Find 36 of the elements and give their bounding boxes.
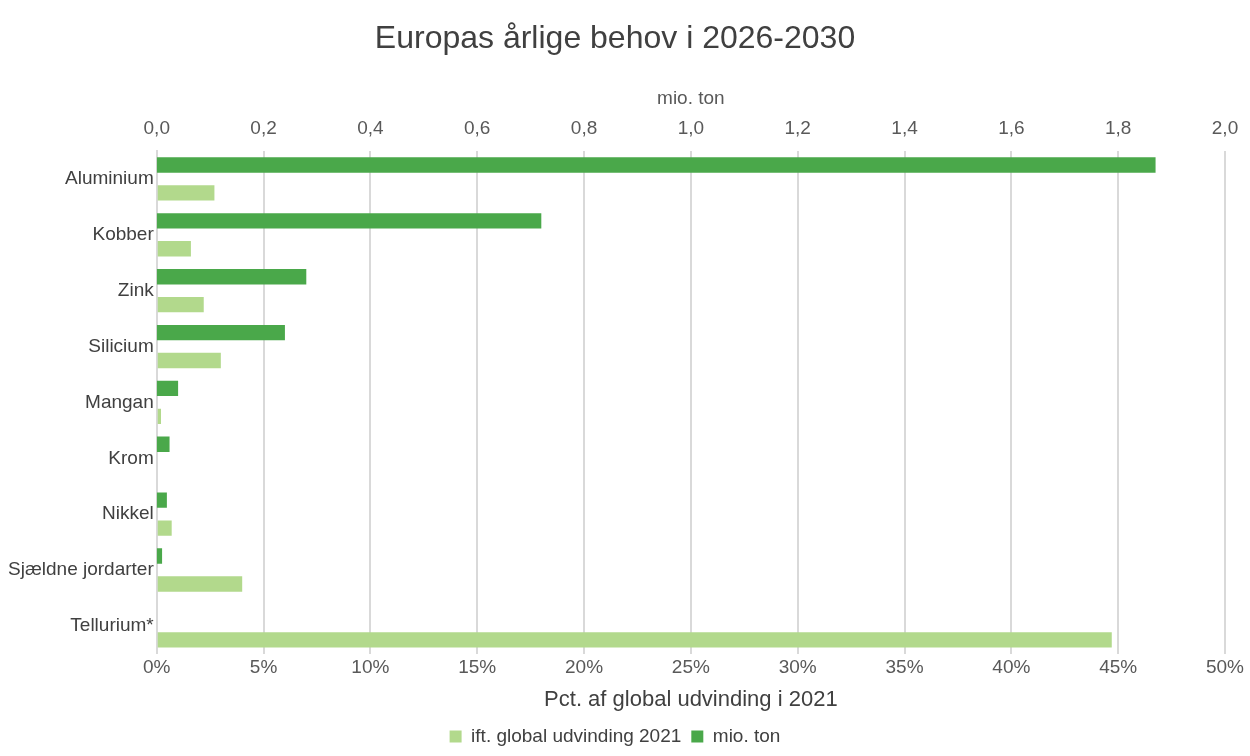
y-tick-label: Kobber xyxy=(92,223,155,245)
x-tick-label: 10% xyxy=(351,656,390,678)
x2-tick-label: 0,6 xyxy=(464,116,491,138)
y-tick-label: Tellurium* xyxy=(70,614,155,636)
x-axis-title: Pct. af global udvinding i 2021 xyxy=(544,685,838,711)
x2-tick-label: 0,2 xyxy=(250,116,277,138)
x-tick-label: 5% xyxy=(249,656,278,678)
y-tick-label: Aluminium xyxy=(65,167,154,189)
x-tick-label: 40% xyxy=(992,656,1031,678)
y-tick-label: Sjældne jordarter xyxy=(7,558,155,580)
x2-tick-label: 1,4 xyxy=(891,116,919,138)
x-tick-label: 35% xyxy=(885,656,924,678)
x-tick-label: 50% xyxy=(1205,656,1245,678)
y-tick-label: Nikkel xyxy=(102,502,154,524)
legend-label: mio. ton xyxy=(712,724,781,746)
x-tick-label: 45% xyxy=(1099,656,1138,678)
x-tick-label: 30% xyxy=(778,656,817,678)
y-tick-label: Mangan xyxy=(85,390,154,412)
x2-tick-label: 1,0 xyxy=(677,116,705,138)
y-tick-label: Krom xyxy=(108,446,154,468)
x2-tick-label: 1,6 xyxy=(998,116,1025,138)
x-tick-label: 25% xyxy=(671,656,710,678)
x2-tick-label: 1,2 xyxy=(784,116,811,138)
x2-tick-label: 2,0 xyxy=(1211,116,1239,138)
chart-title: Europas årlige behov i 2026-2030 xyxy=(374,19,856,56)
x-tick-label: 20% xyxy=(565,656,604,678)
x2-tick-label: 0,0 xyxy=(143,116,170,138)
x2-tick-label: 0,4 xyxy=(357,116,385,138)
x2-axis-title: mio. ton xyxy=(657,87,725,109)
x2-tick-label: 0,8 xyxy=(570,116,598,138)
legend-label: ift. global udvinding 2021 xyxy=(471,724,682,746)
y-tick-label: Silicium xyxy=(88,334,154,356)
x-tick-label: 15% xyxy=(458,656,497,678)
x2-tick-label: 1,8 xyxy=(1104,116,1132,138)
y-tick-label: Zink xyxy=(117,278,155,300)
x-tick-label: 0% xyxy=(143,656,171,678)
